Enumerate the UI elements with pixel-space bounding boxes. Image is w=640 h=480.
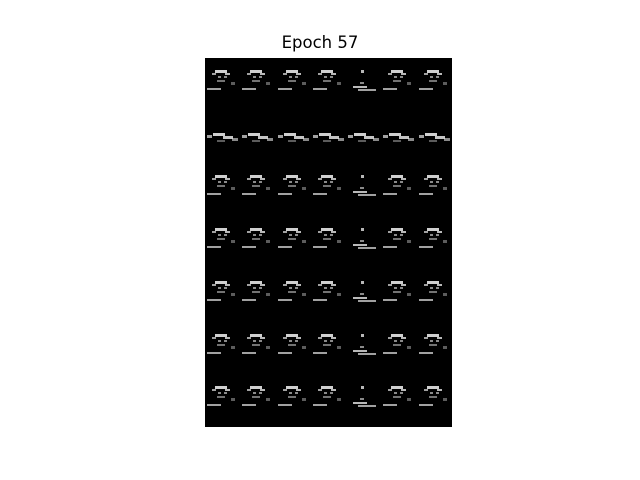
- sample-tile: [311, 216, 346, 269]
- sample-tile: [346, 374, 381, 427]
- sample-tile: [276, 269, 311, 322]
- sample-tile: [346, 269, 381, 322]
- sample-tile: [205, 58, 240, 111]
- generated-sample-grid: [205, 58, 452, 427]
- sample-tile: [381, 374, 416, 427]
- sample-tile: [240, 58, 275, 111]
- sample-tile: [381, 216, 416, 269]
- sample-tile: [417, 111, 452, 164]
- sample-tile: [205, 163, 240, 216]
- sample-tile: [346, 216, 381, 269]
- sample-tile: [417, 216, 452, 269]
- sample-tile: [346, 58, 381, 111]
- sample-tile: [276, 322, 311, 375]
- sample-tile: [346, 322, 381, 375]
- sample-tile: [381, 111, 416, 164]
- sample-tile: [417, 163, 452, 216]
- sample-tile: [276, 216, 311, 269]
- figure-title: Epoch 57: [281, 33, 359, 52]
- sample-tile: [417, 322, 452, 375]
- sample-tile: [381, 322, 416, 375]
- sample-tile: [240, 111, 275, 164]
- sample-tile: [205, 269, 240, 322]
- sample-tile: [417, 269, 452, 322]
- sample-tile: [311, 374, 346, 427]
- sample-tile: [276, 374, 311, 427]
- sample-tile: [276, 163, 311, 216]
- sample-tile: [381, 269, 416, 322]
- sample-tile: [346, 111, 381, 164]
- sample-tile: [205, 374, 240, 427]
- sample-tile: [311, 163, 346, 216]
- sample-tile: [417, 58, 452, 111]
- sample-tile: [240, 322, 275, 375]
- sample-tile: [346, 163, 381, 216]
- sample-tile: [276, 58, 311, 111]
- sample-tile: [417, 374, 452, 427]
- sample-tile: [205, 111, 240, 164]
- sample-tile: [240, 269, 275, 322]
- sample-tile: [311, 322, 346, 375]
- sample-tile: [205, 322, 240, 375]
- sample-tile: [240, 374, 275, 427]
- sample-tile: [240, 216, 275, 269]
- sample-tile: [311, 111, 346, 164]
- sample-tile: [276, 111, 311, 164]
- sample-tile: [240, 163, 275, 216]
- sample-tile: [381, 58, 416, 111]
- sample-tile: [311, 269, 346, 322]
- sample-tile: [205, 216, 240, 269]
- sample-tile: [381, 163, 416, 216]
- sample-tile: [311, 58, 346, 111]
